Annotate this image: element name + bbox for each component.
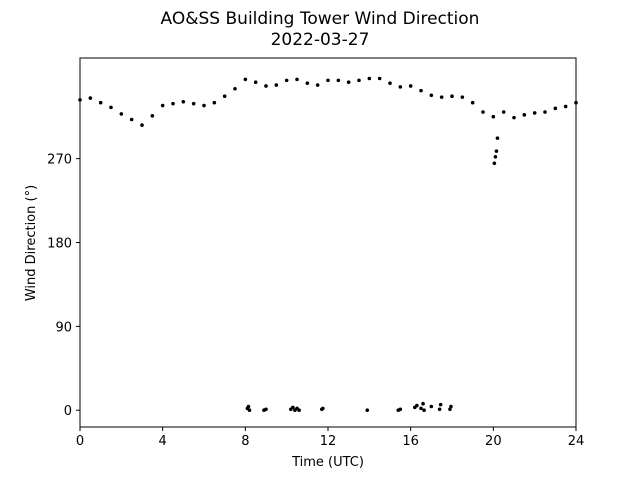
data-point	[501, 110, 506, 114]
data-point	[305, 81, 310, 85]
data-point	[171, 101, 175, 106]
data-point	[460, 95, 465, 99]
data-point	[222, 94, 227, 99]
data-point	[450, 94, 454, 99]
data-point	[422, 408, 426, 413]
data-point	[297, 408, 301, 413]
data-point	[365, 408, 370, 413]
data-point	[326, 78, 330, 83]
data-point	[419, 88, 423, 93]
data-point	[140, 123, 144, 127]
data-point	[470, 100, 475, 105]
data-point	[522, 113, 527, 117]
data-point	[492, 161, 497, 166]
x-tick-label: 4	[159, 434, 167, 449]
x-tick-label: 8	[241, 434, 249, 449]
plot-frame	[79, 57, 577, 428]
data-point	[357, 78, 361, 83]
data-point	[98, 100, 103, 105]
data-point	[119, 112, 124, 116]
data-point	[481, 110, 485, 114]
data-point	[421, 401, 425, 406]
data-point	[291, 405, 295, 410]
y-tick-label: 270	[47, 153, 72, 168]
data-point	[247, 408, 252, 413]
x-tick-label: 12	[320, 434, 337, 449]
data-point	[160, 103, 165, 108]
y-tick-label: 180	[47, 237, 72, 252]
data-point	[109, 105, 113, 110]
data-point	[88, 96, 93, 100]
data-points	[78, 76, 578, 413]
data-point	[398, 85, 403, 89]
data-point	[532, 111, 537, 115]
data-point	[346, 80, 351, 85]
y-tick-label: 90	[55, 320, 72, 335]
data-point	[563, 104, 568, 109]
data-point	[439, 95, 444, 99]
data-point	[202, 103, 206, 108]
data-point	[553, 106, 558, 111]
x-tick-label: 16	[402, 434, 419, 449]
data-point	[191, 101, 196, 106]
y-axis-label: Wind Direction (°)	[24, 185, 39, 301]
data-point	[181, 99, 186, 104]
data-point	[429, 404, 434, 409]
data-point	[377, 76, 382, 81]
data-point	[367, 76, 372, 81]
data-point	[336, 78, 341, 83]
x-axis: 0 4 8 12 16 20 24	[76, 427, 584, 449]
x-tick-label: 20	[485, 434, 502, 449]
data-point	[264, 84, 268, 88]
data-point	[274, 83, 279, 87]
data-point	[388, 81, 392, 85]
data-point	[419, 406, 423, 411]
data-point	[491, 114, 496, 119]
data-point	[253, 80, 258, 85]
data-point	[398, 407, 403, 412]
data-point	[408, 84, 413, 88]
chart-subtitle: 2022-03-27	[271, 30, 370, 50]
data-point	[150, 113, 155, 118]
x-tick-label: 24	[568, 434, 585, 449]
data-point	[493, 154, 498, 159]
data-point	[284, 78, 289, 83]
data-point	[495, 136, 500, 140]
data-point	[543, 110, 547, 114]
data-point	[449, 404, 453, 409]
data-point	[438, 402, 443, 407]
data-point	[494, 149, 499, 153]
data-point	[437, 407, 442, 412]
data-point	[212, 100, 217, 105]
data-point	[315, 83, 320, 87]
data-point	[512, 115, 516, 120]
x-tick-label: 0	[76, 434, 84, 449]
data-point	[321, 406, 325, 411]
chart-title: AO&SS Building Tower Wind Direction	[161, 9, 480, 29]
x-axis-label: Time (UTC)	[291, 455, 364, 470]
data-point	[243, 77, 248, 82]
data-point	[264, 407, 268, 412]
y-tick-label: 0	[64, 404, 72, 419]
data-point	[295, 77, 299, 82]
data-point	[415, 403, 419, 408]
data-point	[246, 404, 251, 409]
data-point	[233, 86, 237, 91]
data-point	[429, 93, 434, 98]
data-point	[129, 117, 134, 122]
y-axis: 0 90 180 270	[47, 153, 80, 419]
data-point	[448, 407, 452, 412]
